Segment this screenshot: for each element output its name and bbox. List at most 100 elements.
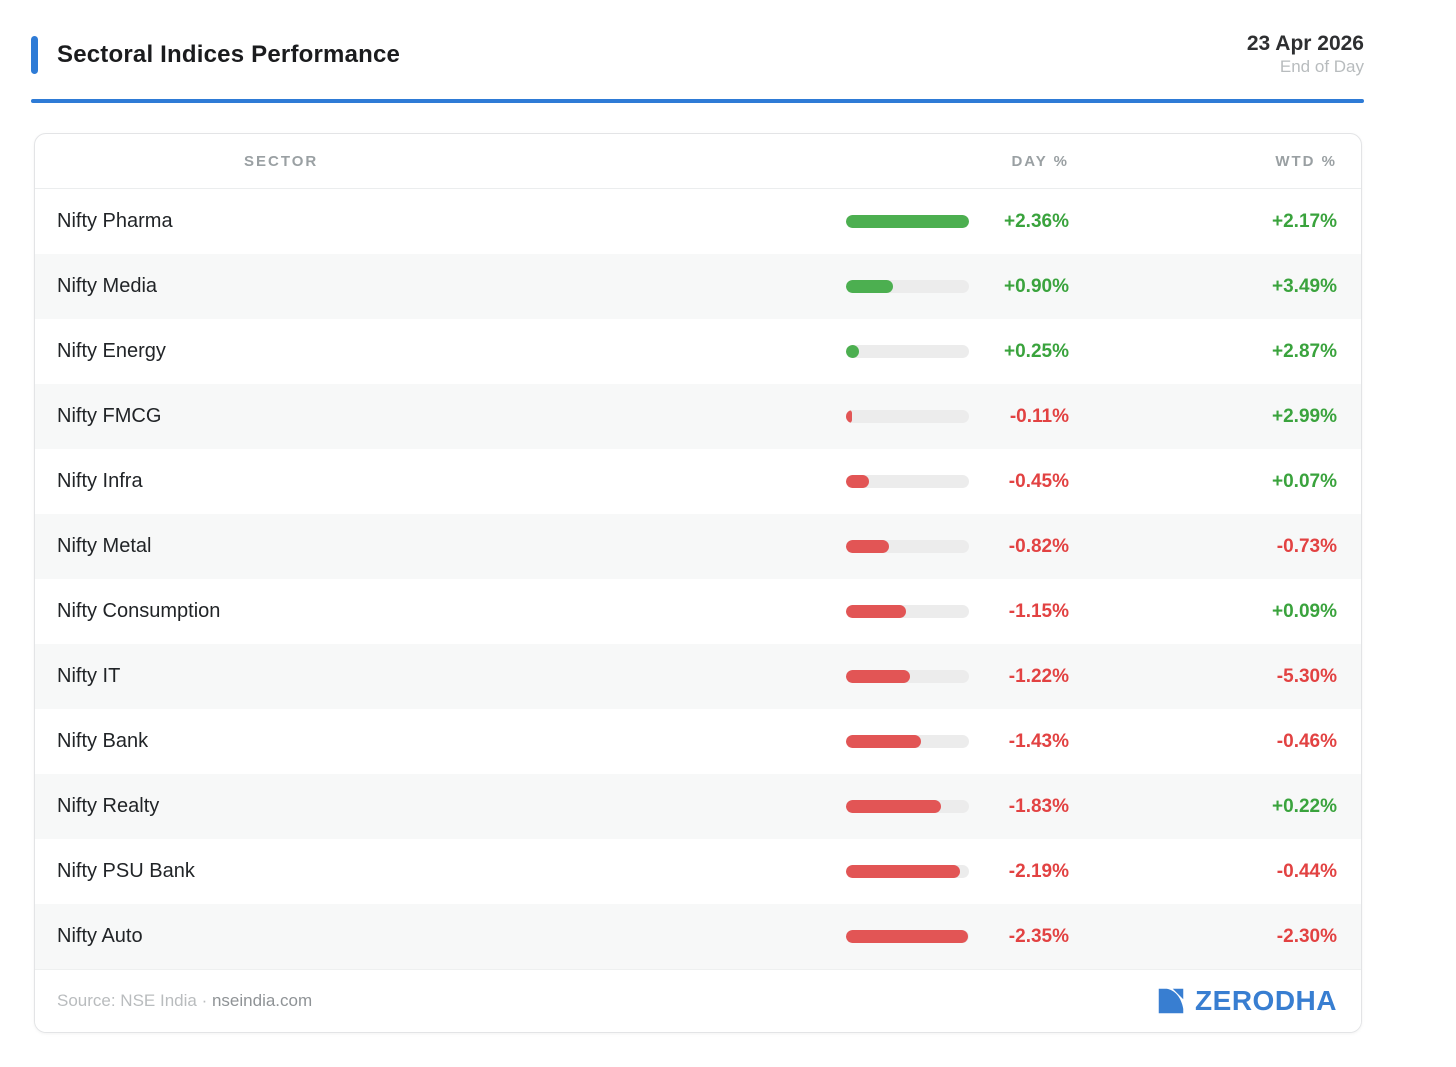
bar-track: [846, 605, 969, 618]
column-header-wtd: WTD %: [1275, 152, 1337, 170]
day-bar: [846, 215, 969, 228]
wtd-value: +2.99%: [1272, 405, 1337, 427]
day-value: -1.43%: [1008, 730, 1069, 752]
bar-fill: [846, 865, 961, 878]
sector-name: Nifty FMCG: [57, 405, 162, 427]
column-header-day: DAY %: [1011, 152, 1069, 170]
day-bar: [846, 865, 969, 878]
day-value: -2.35%: [1008, 925, 1069, 947]
indices-card: SECTOR DAY % WTD % Nifty Pharma +2.36% +2.…: [34, 133, 1362, 1033]
wtd-value: +3.49%: [1272, 275, 1337, 297]
sector-name: Nifty Bank: [57, 730, 149, 752]
day-value: -0.11%: [1009, 405, 1069, 427]
bar-track: [846, 280, 969, 293]
brand-logo: ZERODHA: [1157, 985, 1337, 1017]
day-bar: [846, 735, 969, 748]
day-value: -0.45%: [1008, 470, 1069, 492]
page-header: Sectoral Indices Performance 23 Apr 2026…: [31, 32, 1364, 79]
bar-track: [846, 930, 969, 943]
bar-track: [846, 345, 969, 358]
wtd-value: -5.30%: [1276, 665, 1337, 687]
bar-fill: [846, 930, 969, 943]
brand-name: ZERODHA: [1195, 985, 1337, 1016]
day-value: -2.19%: [1008, 860, 1069, 882]
day-bar: [846, 670, 969, 683]
bar-track: [846, 670, 969, 683]
wtd-value: +0.07%: [1272, 470, 1337, 492]
table-row: Nifty FMCG -0.11% +2.99%: [35, 384, 1361, 449]
day-bar: [846, 410, 969, 423]
sector-name: Nifty Pharma: [57, 210, 173, 232]
table-row: Nifty Realty -1.83% +0.22%: [35, 774, 1361, 839]
bar-track: [846, 865, 969, 878]
sector-name: Nifty Media: [57, 275, 158, 297]
title-block: Sectoral Indices Performance: [31, 36, 400, 74]
date-block: 23 Apr 2026 End of Day: [1247, 32, 1364, 79]
day-bar: [846, 475, 969, 488]
day-value: -1.83%: [1008, 795, 1069, 817]
wtd-value: -0.73%: [1276, 535, 1337, 557]
table-header-row: SECTOR DAY % WTD %: [35, 134, 1361, 189]
day-bar: [846, 930, 969, 943]
sector-name: Nifty Auto: [57, 925, 143, 947]
bar-track: [846, 475, 969, 488]
wtd-value: +0.22%: [1272, 795, 1337, 817]
bar-fill: [846, 605, 906, 618]
table-row: Nifty Media +0.90% +3.49%: [35, 254, 1361, 319]
table-row: Nifty Energy +0.25% +2.87%: [35, 319, 1361, 384]
bar-fill: [846, 540, 889, 553]
source-prefix: Source: NSE India ·: [57, 991, 212, 1010]
table-row: Nifty Metal -0.82% -0.73%: [35, 514, 1361, 579]
report-date: 23 Apr 2026: [1246, 32, 1364, 55]
wtd-value: +2.17%: [1272, 210, 1337, 232]
day-value: -0.82%: [1008, 535, 1069, 557]
wtd-value: -0.46%: [1276, 730, 1337, 752]
table-row: Nifty IT -1.22% -5.30%: [35, 644, 1361, 709]
table-row: Nifty Consumption -1.15% +0.09%: [35, 579, 1361, 644]
day-value: +0.90%: [1004, 275, 1069, 297]
report-period: End of Day: [1279, 57, 1364, 77]
day-value: -1.22%: [1008, 665, 1069, 687]
bar-fill: [846, 735, 921, 748]
day-bar: [846, 540, 969, 553]
source-link[interactable]: nseindia.com: [211, 991, 313, 1010]
day-bar: [846, 345, 969, 358]
day-value: +0.25%: [1004, 340, 1069, 362]
wtd-value: +2.87%: [1272, 340, 1337, 362]
wtd-value: -0.44%: [1276, 860, 1337, 882]
table-row: Nifty Pharma +2.36% +2.17%: [35, 189, 1361, 254]
day-value: +2.36%: [1004, 210, 1069, 232]
bar-track: [846, 410, 969, 423]
wtd-value: +0.09%: [1272, 600, 1337, 622]
bar-track: [846, 215, 969, 228]
bar-fill: [846, 215, 969, 228]
day-bar: [846, 800, 969, 813]
bar-fill: [846, 410, 852, 423]
sector-name: Nifty PSU Bank: [57, 860, 195, 882]
table-body: Nifty Pharma +2.36% +2.17% Nifty Media +0.90…: [35, 189, 1361, 969]
page-title: Sectoral Indices Performance: [57, 41, 401, 68]
bar-track: [846, 735, 969, 748]
bar-fill: [846, 670, 910, 683]
sector-name: Nifty Realty: [57, 795, 160, 817]
sector-name: Nifty Infra: [57, 470, 143, 492]
sector-name: Nifty IT: [57, 665, 121, 687]
wtd-value: -2.30%: [1276, 925, 1337, 947]
day-bar: [846, 605, 969, 618]
source-text: Source: NSE India · nseindia.com: [57, 991, 312, 1011]
table-row: Nifty PSU Bank -2.19% -0.44%: [35, 839, 1361, 904]
column-header-sector: SECTOR: [244, 152, 319, 170]
sector-name: Nifty Consumption: [57, 600, 221, 622]
table-row: Nifty Auto -2.35% -2.30%: [35, 904, 1361, 969]
card-footer: Source: NSE India · nseindia.com ZERODHA: [35, 969, 1361, 1032]
bar-fill: [846, 345, 860, 358]
table-row: Nifty Infra -0.45% +0.07%: [35, 449, 1361, 514]
sector-name: Nifty Energy: [57, 340, 166, 362]
table-row: Nifty Bank -1.43% -0.46%: [35, 709, 1361, 774]
day-value: -1.15%: [1008, 600, 1069, 622]
title-accent-bar: [31, 36, 38, 74]
bar-fill: [846, 280, 893, 293]
day-bar: [846, 280, 969, 293]
header-divider: [31, 99, 1364, 103]
